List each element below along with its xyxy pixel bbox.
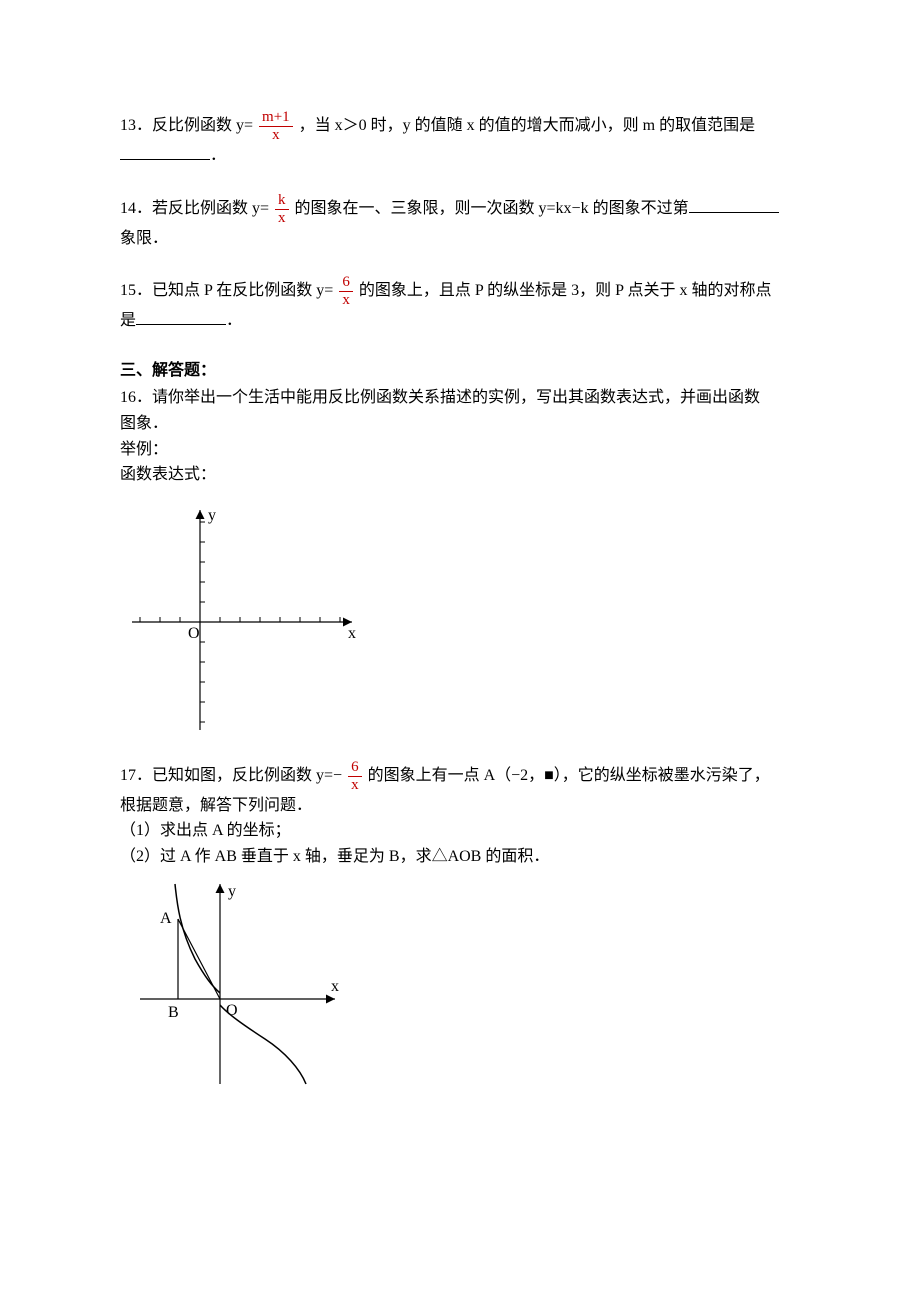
q13-pre: 13．反比例函数 y= (120, 117, 253, 134)
q15-blank (136, 309, 226, 325)
question-16: 16．请你举出一个生活中能用反比例函数关系描述的实例，写出其函数表达式，并画出函… (120, 385, 800, 741)
q17-frac-num: 6 (348, 760, 362, 777)
svg-text:B: B (168, 1004, 179, 1021)
q17-sub2: （2）过 A 作 AB 垂直于 x 轴，垂足为 B，求△AOB 的面积． (120, 844, 800, 870)
q14-frac-num: k (275, 193, 289, 210)
q15-l2-pre: 是 (120, 312, 136, 329)
svg-text:A: A (160, 910, 172, 927)
q16-figure-wrap: Ox y (120, 492, 800, 742)
q13-blank (120, 144, 210, 160)
section-3-heading: 三、解答题： (120, 358, 800, 384)
q15-mid: 的图象上，且点 P 的纵坐标是 3，则 P 点关于 x 轴的对称点 (359, 282, 772, 299)
question-14: 14．若反比例函数 y= k x 的图象在一、三象限，则一次函数 y=kx−k … (120, 193, 800, 252)
q15-fraction: 6 x (339, 275, 353, 308)
q17-hyperbola-figure: Ox y A B (120, 874, 360, 1094)
q13-post: ． (210, 147, 226, 164)
svg-text:x: x (348, 625, 356, 642)
q13-fraction: m+1 x (259, 110, 293, 143)
q15-frac-den: x (339, 292, 353, 308)
q14-frac-den: x (275, 210, 289, 226)
q14-mid: 的图象在一、三象限，则一次函数 y=kx−k 的图象不过第 (295, 200, 689, 217)
q13-mid: ，当 x＞0 时，y 的值随 x 的值的增大而减小，则 m 的取值范围是 (299, 117, 755, 134)
q15-frac-num: 6 (339, 275, 353, 292)
svg-text:O: O (226, 1002, 238, 1019)
q14-line2: 象限． (120, 226, 800, 252)
q17-frac-den: x (348, 777, 362, 793)
q16-l4: 函数表达式： (120, 462, 800, 488)
svg-text:O: O (188, 625, 200, 642)
q14-pre: 14．若反比例函数 y= (120, 200, 269, 217)
q17-l2: 根据题意，解答下列问题． (120, 793, 800, 819)
q16-l3: 举例： (120, 437, 800, 463)
q15-post: ． (226, 312, 242, 329)
q17-pre: 17．已知如图，反比例函数 y=− (120, 767, 342, 784)
q15-pre: 15．已知点 P 在反比例函数 y= (120, 282, 333, 299)
question-17: 17．已知如图，反比例函数 y=− 6 x 的图象上有一点 A（−2，■），它的… (120, 760, 800, 1094)
q14-fraction: k x (275, 193, 289, 226)
svg-text:y: y (228, 883, 236, 900)
q14-blank (689, 197, 779, 213)
q17-fraction: 6 x (348, 760, 362, 793)
q17-mid: 的图象上有一点 A（−2，■），它的纵坐标被墨水污染了， (368, 767, 770, 784)
q13-frac-den: x (259, 127, 293, 143)
q17-sub1: （1）求出点 A 的坐标； (120, 818, 800, 844)
q17-figure-wrap: Ox y A B (120, 874, 800, 1094)
svg-text:y: y (208, 507, 216, 524)
svg-text:x: x (331, 978, 339, 995)
question-15: 15．已知点 P 在反比例函数 y= 6 x 的图象上，且点 P 的纵坐标是 3… (120, 275, 800, 334)
q16-l1: 16．请你举出一个生活中能用反比例函数关系描述的实例，写出其函数表达式，并画出函… (120, 385, 800, 411)
q16-l2: 图象． (120, 411, 800, 437)
question-13: 13．反比例函数 y= m+1 x ，当 x＞0 时，y 的值随 x 的值的增大… (120, 110, 800, 169)
q13-frac-num: m+1 (259, 110, 293, 127)
q16-coordinate-axes: Ox y (120, 492, 370, 742)
